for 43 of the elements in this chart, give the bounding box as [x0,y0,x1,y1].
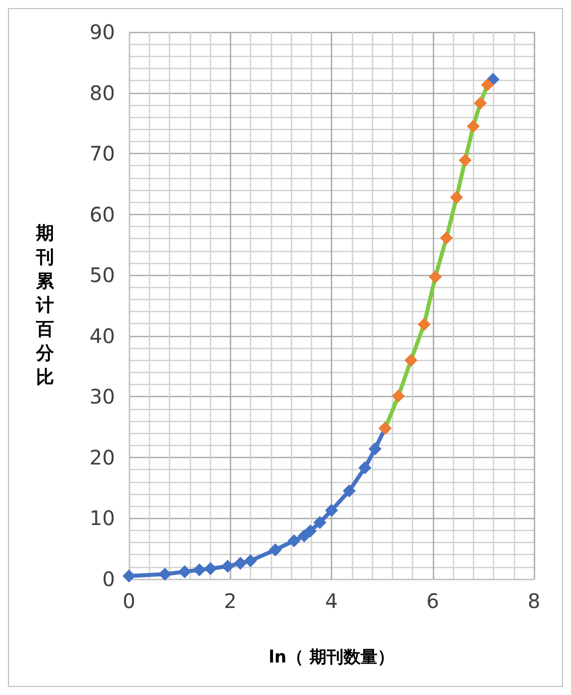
x-tick-label: 8 [528,589,540,613]
point [221,560,234,573]
point [342,484,356,498]
point [313,516,326,529]
point [325,504,338,517]
y-tick-label: 10 [90,506,115,530]
y-tick-label: 60 [90,202,115,226]
point [192,563,206,576]
point [288,534,301,548]
point [244,554,257,568]
point [480,78,494,92]
y-tick-label: 70 [90,142,115,166]
x-tick-label: 2 [224,589,237,613]
point [458,154,472,167]
y-axis-title: 期刊累计百分比 [35,223,55,388]
point [158,568,172,581]
y-tick-label: 30 [90,384,115,409]
point [450,190,464,204]
point [474,96,487,110]
y-tick-label: 20 [90,445,115,470]
y-tick-label: 40 [90,324,115,348]
point [178,565,192,578]
point [204,562,218,576]
x-tick-label: 4 [325,589,338,613]
y-tick-label: 90 [90,20,115,44]
x-axis-title: ln（ 期刊数量） [268,648,394,668]
point [418,318,431,331]
point [440,232,453,245]
point [404,354,418,367]
point [368,442,382,456]
x-tick-label: 0 [122,589,136,613]
point [358,461,372,474]
point [466,120,480,133]
point [428,270,442,284]
y-tick-label: 80 [90,80,115,105]
y-tick-label: 50 [90,263,115,288]
point [304,524,317,538]
x-tick-label: 6 [426,589,440,613]
point [392,390,405,403]
point [234,556,247,570]
point [268,543,282,556]
point [122,569,136,582]
y-tick-label: 0 [102,567,115,591]
